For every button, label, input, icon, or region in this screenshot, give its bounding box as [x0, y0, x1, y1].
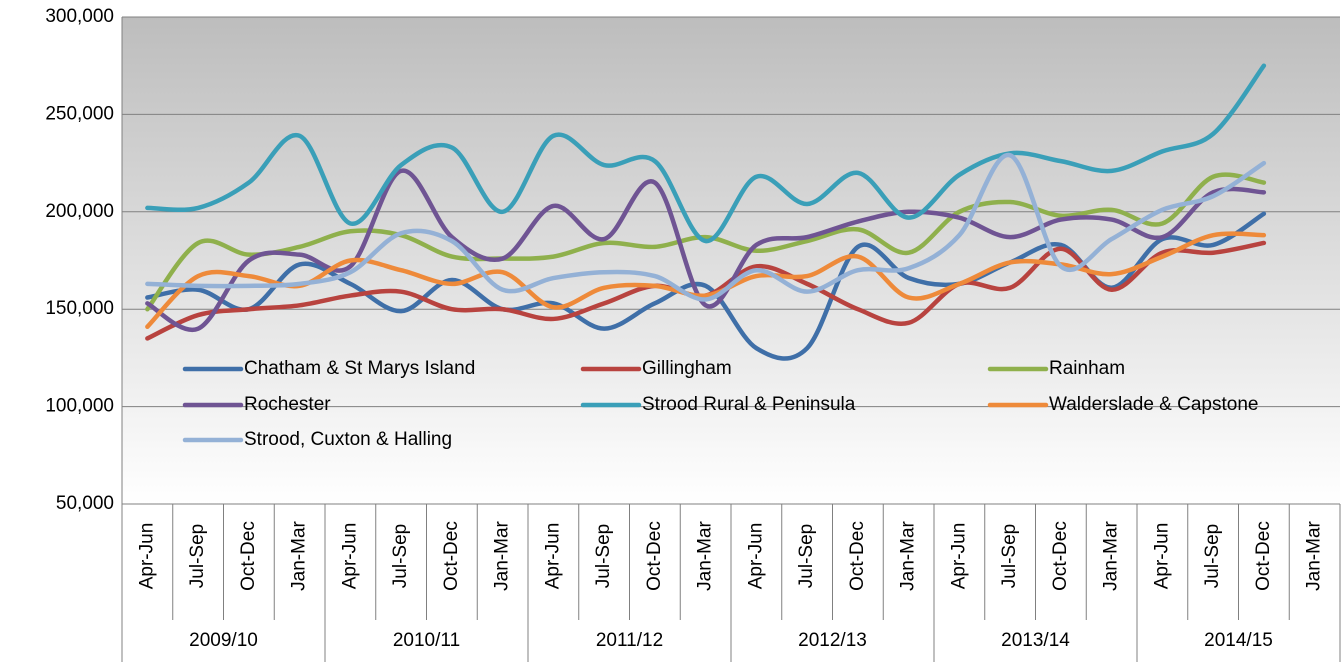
- x-tick-label: Jul-Sep: [796, 524, 817, 588]
- series-line: [145, 153, 1267, 302]
- group-label: 2012/13: [798, 630, 867, 651]
- x-tick-label: Oct-Dec: [441, 521, 462, 591]
- legend-label: Rainham: [1049, 358, 1125, 379]
- x-tick-label: Apr-Jun: [948, 523, 969, 590]
- y-tick-label: 150,000: [45, 298, 114, 319]
- x-tick-label: Jul-Sep: [187, 524, 208, 588]
- x-tick-label: Jul-Sep: [390, 524, 411, 588]
- y-tick-label: 100,000: [45, 396, 114, 417]
- x-tick-label: Jan-Mar: [898, 520, 919, 590]
- x-tick-label: Oct-Dec: [644, 521, 665, 591]
- x-tick-label: Jan-Mar: [1101, 520, 1122, 590]
- legend-label: Gillingham: [642, 358, 732, 379]
- x-tick-label: Apr-Jun: [339, 523, 360, 590]
- legend-label: Rochester: [244, 394, 331, 415]
- x-tick-label: Jan-Mar: [695, 520, 716, 590]
- y-tick-label: 50,000: [56, 493, 114, 514]
- legend-label: Strood, Cuxton & Halling: [244, 429, 452, 450]
- group-label: 2010/11: [393, 630, 460, 651]
- series-line: [145, 63, 1267, 244]
- series-line: [145, 168, 1267, 333]
- x-tick-label: Jul-Sep: [1202, 524, 1223, 588]
- plot-area: [122, 17, 1340, 504]
- x-tick-label: Oct-Dec: [238, 521, 259, 591]
- series-line: [145, 172, 1267, 312]
- group-label: 2013/14: [1001, 630, 1070, 651]
- x-tick-label: Jul-Sep: [999, 524, 1020, 588]
- y-tick-label: 200,000: [45, 201, 114, 222]
- y-tick-label: 300,000: [45, 6, 114, 27]
- x-tick-label: Oct-Dec: [1253, 521, 1274, 591]
- group-label: 2014/15: [1204, 630, 1273, 651]
- x-tick-label: Oct-Dec: [1050, 521, 1071, 591]
- legend-label: Chatham & St Marys Island: [244, 358, 475, 379]
- x-tick-label: Apr-Jun: [136, 523, 157, 590]
- group-label: 2011/12: [596, 630, 663, 651]
- group-label: 2009/10: [189, 630, 258, 651]
- x-tick-label: Oct-Dec: [847, 521, 868, 591]
- x-tick-label: Apr-Jun: [542, 523, 563, 590]
- x-tick-label: Jan-Mar: [289, 520, 310, 590]
- x-tick-label: Jan-Mar: [1304, 520, 1325, 590]
- legend-label: Strood Rural & Peninsula: [642, 394, 856, 415]
- y-tick-label: 250,000: [45, 103, 114, 124]
- x-tick-label: Apr-Jun: [1151, 523, 1172, 590]
- series-line: [145, 231, 1267, 329]
- x-tick-label: Jan-Mar: [492, 520, 513, 590]
- legend-label: Walderslade & Capstone: [1049, 394, 1258, 415]
- x-tick-label: Jul-Sep: [593, 524, 614, 588]
- x-tick-label: Apr-Jun: [745, 523, 766, 590]
